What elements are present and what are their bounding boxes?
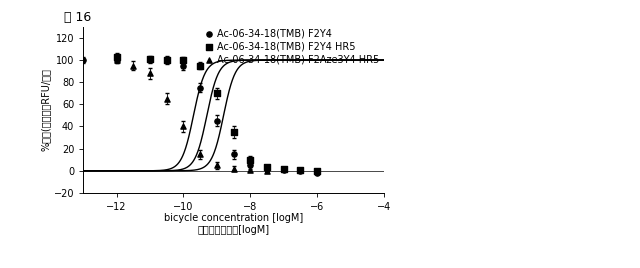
Ac-06-34-18(TMB) F2Y4 [228, 152, 239, 156]
Text: 図 16: 図 16 [64, 11, 92, 24]
Ac-06-34-18(TMB) F2Y4 HR5 [278, 166, 289, 171]
Ac-06-34-18(TMB) F2Y4 HR5 [195, 64, 205, 68]
Ac-06-34-18(TMB) F2Y4 HR5 [162, 58, 172, 62]
Ac-06-34-18(TMB) F2Aze3Y4 HR5 [162, 97, 172, 101]
Ac-06-34-18(TMB) F2Y4 HR5 [212, 91, 222, 95]
Ac-06-34-18(TMB) F2Y4 HR5 [145, 57, 155, 61]
Ac-06-34-18(TMB) F2Aze3Y4 HR5 [228, 166, 239, 171]
Legend: Ac-06-34-18(TMB) F2Y4, Ac-06-34-18(TMB) F2Y4 HR5, Ac-06-34-18(TMB) F2Aze3Y4 HR5: Ac-06-34-18(TMB) F2Y4, Ac-06-34-18(TMB) … [205, 28, 379, 64]
Ac-06-34-18(TMB) F2Aze3Y4 HR5 [111, 58, 122, 62]
Ac-06-34-18(TMB) F2Aze3Y4 HR5 [212, 163, 222, 168]
Ac-06-34-18(TMB) F2Y4 [78, 58, 88, 62]
Ac-06-34-18(TMB) F2Y4 [212, 119, 222, 123]
Ac-06-34-18(TMB) F2Y4 [111, 58, 122, 62]
Ac-06-34-18(TMB) F2Y4 HR5 [312, 169, 323, 173]
Ac-06-34-18(TMB) F2Y4 [262, 166, 272, 171]
Ac-06-34-18(TMB) F2Y4 HR5 [262, 165, 272, 170]
Ac-06-34-18(TMB) F2Y4 HR5 [111, 55, 122, 59]
Ac-06-34-18(TMB) F2Y4 HR5 [295, 168, 305, 172]
X-axis label: bicycle concentration [logM]
バイシクル濃度[logM]: bicycle concentration [logM] バイシクル濃度[log… [164, 213, 303, 235]
Ac-06-34-18(TMB) F2Y4 HR5 [228, 130, 239, 134]
Ac-06-34-18(TMB) F2Y4 [195, 85, 205, 90]
Ac-06-34-18(TMB) F2Y4 HR5 [245, 158, 255, 162]
Ac-06-34-18(TMB) F2Aze3Y4 HR5 [262, 169, 272, 173]
Ac-06-34-18(TMB) F2Y4 [278, 168, 289, 172]
Ac-06-34-18(TMB) F2Y4 HR5 [179, 58, 189, 62]
Ac-06-34-18(TMB) F2Y4 [145, 58, 155, 62]
Ac-06-34-18(TMB) F2Aze3Y4 HR5 [128, 64, 138, 68]
Ac-06-34-18(TMB) F2Y4 [245, 163, 255, 168]
Ac-06-34-18(TMB) F2Y4 [179, 64, 189, 68]
Ac-06-34-18(TMB) F2Aze3Y4 HR5 [195, 152, 205, 156]
Ac-06-34-18(TMB) F2Aze3Y4 HR5 [245, 168, 255, 172]
Ac-06-34-18(TMB) F2Y4 [295, 169, 305, 173]
Ac-06-34-18(TMB) F2Aze3Y4 HR5 [145, 71, 155, 76]
Ac-06-34-18(TMB) F2Aze3Y4 HR5 [179, 124, 189, 129]
Ac-06-34-18(TMB) F2Y4 [312, 171, 323, 175]
Y-axis label: %活性(正規化、RFU/分）: %活性(正規化、RFU/分） [41, 68, 51, 151]
Ac-06-34-18(TMB) F2Y4 [162, 58, 172, 62]
